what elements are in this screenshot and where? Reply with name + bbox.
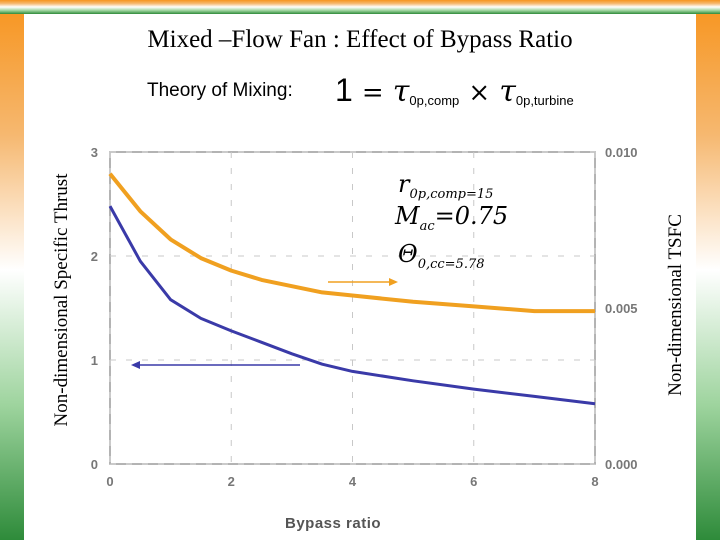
y-left-tick-label: 3 (91, 145, 98, 160)
annotation-mach: Mac=0.75 (395, 202, 509, 234)
mixing-equation: 1 = τ0p,comp × τ0p,turbine (335, 72, 574, 109)
equation-one: 1 (335, 72, 353, 108)
y-left-tick-label: 1 (91, 353, 98, 368)
y-axis-left-label: Non-dimensional Specific Thrust (51, 173, 72, 427)
x-axis-label: Bypass ratio (285, 515, 382, 532)
y-right-tick-label: 0.000 (605, 457, 638, 472)
equation-tau-turbine: τ (499, 74, 516, 109)
arrow-tsfc-head (389, 278, 398, 286)
arrow-thrust-head (131, 361, 140, 369)
x-tick-label: 2 (228, 474, 235, 489)
y-right-tick-label: 0.010 (605, 145, 638, 160)
top-stripe (0, 0, 720, 14)
equation-tau-comp-sub: 0p,comp (409, 93, 460, 109)
x-tick-label: 8 (591, 474, 598, 489)
x-tick-label: 0 (106, 474, 113, 489)
equation-times: × (468, 78, 491, 108)
y-left-tick-label: 0 (91, 457, 98, 472)
equation-equals: = (361, 78, 384, 108)
series-line-tsfc (108, 172, 595, 314)
series-line-specific-thrust (108, 205, 596, 406)
equation-tau-comp: τ (392, 74, 410, 109)
y-axis-right-label: Non-dimensional TSFC (665, 214, 686, 396)
right-stripe (696, 0, 720, 540)
theory-label: Theory of Mixing: (147, 80, 293, 101)
x-tick-label: 6 (470, 474, 477, 489)
annotation-theta: Θ0,cc=5.78 (398, 240, 485, 272)
y-right-tick-label: 0.005 (605, 301, 638, 316)
x-tick-label: 4 (349, 474, 357, 489)
slide-title: Mixed –Flow Fan : Effect of Bypass Ratio (147, 26, 573, 53)
annotation-pressure-ratio: r0p,comp=15 (398, 170, 494, 202)
equation-tau-turbine-sub: 0p,turbine (515, 93, 574, 109)
left-stripe (0, 0, 24, 540)
y-left-tick-label: 2 (91, 249, 98, 264)
